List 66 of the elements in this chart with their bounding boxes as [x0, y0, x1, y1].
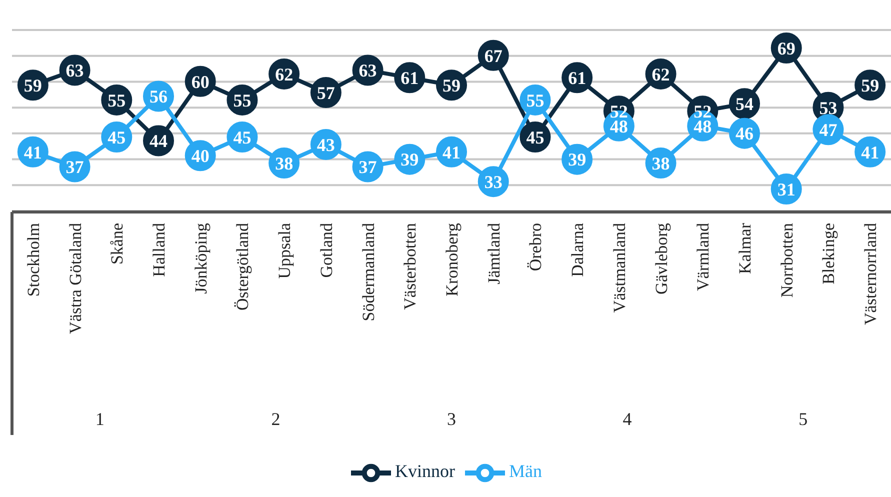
data-label: 41: [24, 142, 42, 162]
x-tick-label: Uppsala: [275, 222, 294, 279]
data-label: 38: [652, 153, 670, 174]
x-tick-label: Västernorrland: [861, 222, 880, 325]
data-label: 37: [358, 157, 377, 178]
data-label: 31: [777, 179, 796, 200]
x-tick-label: Stockholm: [24, 223, 43, 297]
data-label: 59: [861, 75, 880, 96]
data-label: 57: [316, 82, 335, 103]
x-tick-label: Halland: [150, 222, 168, 277]
data-label: 45: [108, 127, 126, 148]
x-tick-label: Kronoberg: [442, 222, 462, 296]
legend-label: Kvinnor: [395, 461, 455, 482]
data-label: 54: [736, 94, 754, 114]
data-label: 39: [568, 150, 586, 170]
x-tick-label: Norrbotten: [777, 222, 796, 298]
data-label: 69: [777, 38, 796, 58]
data-label: 63: [66, 60, 84, 81]
x-tick-label: Västerbotten: [400, 222, 420, 310]
x-tick-label: Västmanland: [610, 222, 629, 313]
data-label: 67: [484, 46, 502, 66]
data-label: 62: [652, 64, 670, 84]
data-label: 60: [191, 72, 210, 92]
x-tick-label: Jämtland: [484, 222, 504, 284]
text: 2: [271, 409, 280, 429]
data-label: 43: [316, 134, 335, 155]
text: 5: [798, 409, 808, 429]
x-tick-label: Dalarna: [568, 222, 588, 277]
data-label: 55: [233, 90, 252, 110]
data-label: 61: [568, 68, 586, 88]
data-label: 33: [484, 172, 502, 192]
data-label: 45: [526, 127, 544, 148]
data-label: 55: [108, 90, 126, 110]
data-label: 46: [736, 124, 754, 144]
data-label: 45: [233, 127, 252, 148]
data-label: 47: [819, 120, 838, 140]
x-tick-label: Gotland: [316, 222, 336, 278]
data-label: 39: [400, 150, 419, 170]
data-label: 40: [191, 146, 210, 166]
data-label: 62: [275, 64, 294, 84]
x-tick-label: Västra Götaland: [66, 222, 85, 334]
x-tick-label: Gävleborg: [652, 222, 671, 294]
data-label: 56: [150, 86, 168, 107]
data-label: 59: [442, 75, 460, 96]
data-label: 63: [358, 60, 377, 81]
x-tick-label: Jönköping: [191, 222, 210, 294]
x-tick-label: Blekinge: [819, 223, 838, 284]
data-label: 61: [400, 68, 419, 88]
text: 4: [622, 409, 632, 429]
text: 1: [95, 409, 104, 429]
x-tick-label: Skåne: [108, 223, 127, 265]
x-tick-label: Kalmar: [736, 222, 754, 274]
data-label: 53: [819, 98, 838, 118]
data-label: 37: [66, 157, 84, 178]
data-label: 44: [150, 131, 168, 152]
x-tick-label: Värmland: [694, 222, 713, 291]
x-tick-label: Södermanland: [358, 222, 378, 322]
x-tick-label: Östergötland: [233, 222, 252, 311]
data-label: 41: [442, 142, 460, 162]
data-label: 55: [526, 90, 544, 110]
data-label: 41: [861, 142, 880, 162]
data-label: 59: [24, 75, 42, 96]
x-tick-label: Örebro: [526, 223, 546, 272]
text: 3: [447, 409, 456, 429]
data-label: 38: [275, 153, 294, 174]
legend-label: Män: [509, 461, 542, 482]
